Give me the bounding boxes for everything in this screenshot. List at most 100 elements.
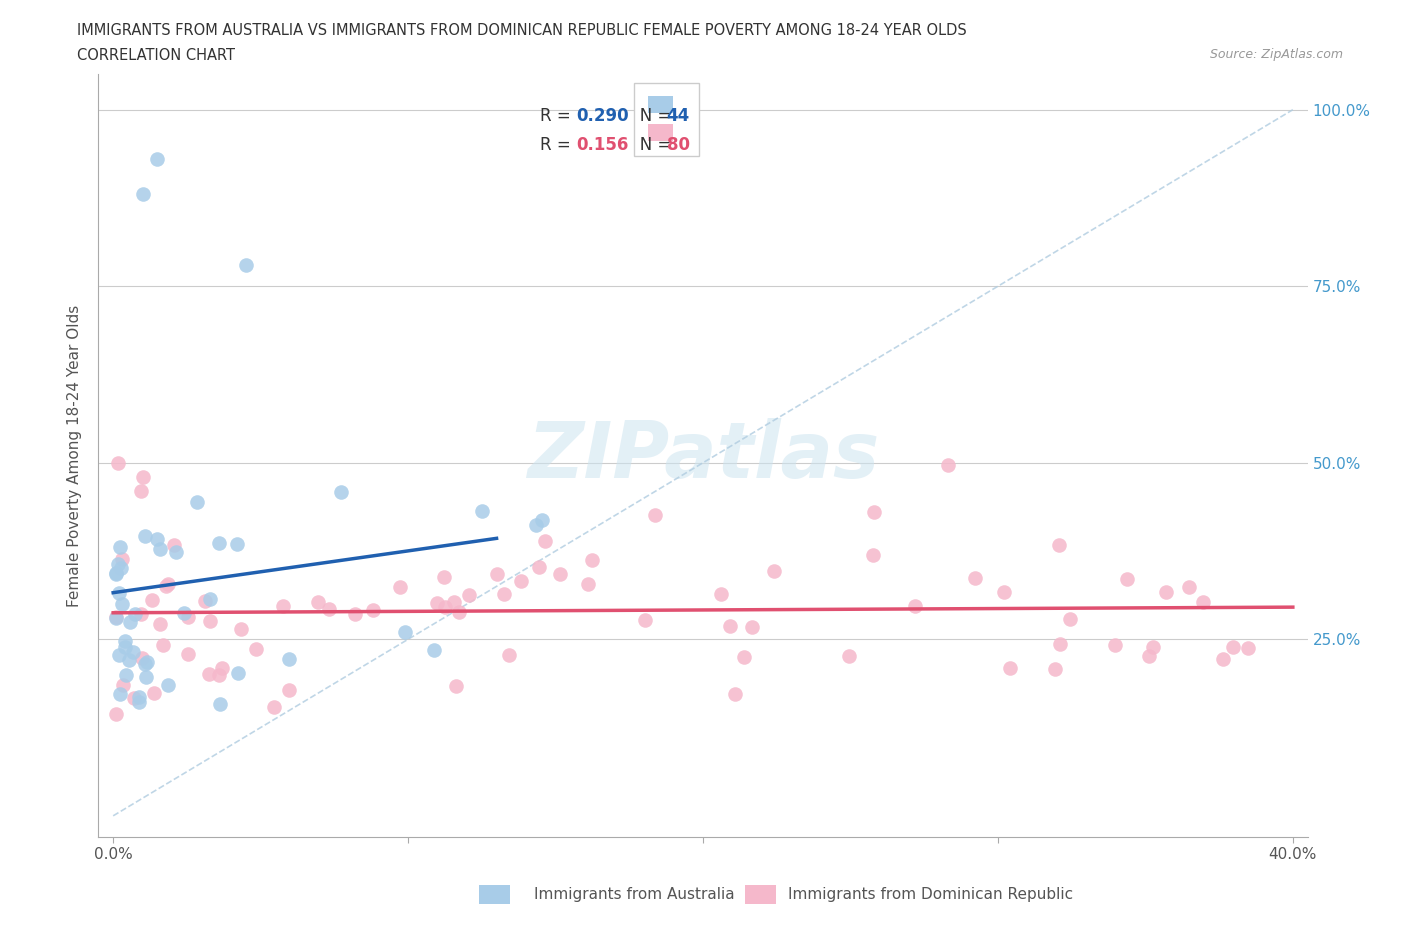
Point bbox=[105, 611, 128, 626]
Point bbox=[110, 551, 132, 566]
Point bbox=[118, 653, 141, 668]
Text: N =: N = bbox=[624, 136, 678, 153]
Point bbox=[186, 495, 208, 510]
Point bbox=[1177, 580, 1199, 595]
Point bbox=[1222, 640, 1244, 655]
Text: ZIPatlas: ZIPatlas bbox=[527, 418, 879, 494]
Point bbox=[444, 679, 467, 694]
Point bbox=[1047, 538, 1070, 552]
Point bbox=[1043, 662, 1066, 677]
Bar bbox=[745, 885, 776, 904]
Point bbox=[226, 537, 249, 551]
Point bbox=[129, 484, 152, 498]
Point bbox=[208, 697, 231, 711]
Text: Immigrants from Dominican Republic: Immigrants from Dominican Republic bbox=[787, 886, 1073, 902]
Point bbox=[245, 642, 267, 657]
Point bbox=[533, 534, 555, 549]
Point bbox=[163, 538, 186, 552]
Point bbox=[198, 614, 221, 629]
Point bbox=[548, 566, 571, 581]
Point bbox=[155, 578, 177, 593]
Legend: , : , bbox=[634, 83, 699, 155]
Point bbox=[145, 531, 167, 546]
Point bbox=[838, 648, 860, 663]
Point bbox=[211, 660, 233, 675]
Point bbox=[143, 685, 166, 700]
Point bbox=[146, 152, 169, 166]
Point bbox=[229, 622, 252, 637]
Point bbox=[105, 609, 128, 624]
Point bbox=[862, 547, 884, 562]
Point bbox=[1154, 585, 1177, 600]
Text: 80: 80 bbox=[666, 136, 690, 153]
Point bbox=[107, 556, 129, 571]
Point bbox=[141, 592, 163, 607]
Point bbox=[308, 594, 330, 609]
Point bbox=[194, 594, 217, 609]
Point bbox=[198, 666, 221, 681]
Point bbox=[634, 613, 657, 628]
Point bbox=[529, 560, 551, 575]
Point bbox=[207, 668, 229, 683]
Point bbox=[581, 552, 603, 567]
Point bbox=[110, 687, 132, 702]
Point bbox=[447, 604, 470, 619]
Point bbox=[741, 620, 763, 635]
Point bbox=[108, 586, 131, 601]
Point bbox=[388, 579, 411, 594]
Point bbox=[710, 586, 733, 601]
Point bbox=[115, 668, 138, 683]
Text: N =: N = bbox=[624, 107, 678, 126]
Point bbox=[904, 599, 927, 614]
Text: Immigrants from Australia: Immigrants from Australia bbox=[534, 886, 734, 902]
Point bbox=[498, 648, 520, 663]
Point bbox=[124, 691, 146, 706]
Point bbox=[198, 591, 221, 606]
Point bbox=[278, 652, 301, 667]
Point bbox=[1142, 640, 1164, 655]
Point bbox=[152, 637, 174, 652]
Point bbox=[273, 599, 295, 614]
Point bbox=[110, 539, 132, 554]
Point bbox=[108, 647, 131, 662]
Point bbox=[131, 187, 153, 202]
Point bbox=[111, 677, 134, 692]
Point bbox=[1191, 594, 1213, 609]
Point bbox=[1059, 611, 1081, 626]
Point bbox=[134, 657, 156, 671]
Point bbox=[105, 706, 128, 721]
Point bbox=[156, 678, 179, 693]
Point bbox=[105, 565, 128, 580]
Point bbox=[124, 606, 146, 621]
Point bbox=[114, 634, 136, 649]
Point bbox=[1000, 660, 1022, 675]
Point bbox=[107, 456, 129, 471]
Point bbox=[110, 561, 132, 576]
Point bbox=[863, 504, 886, 519]
Text: R =: R = bbox=[540, 107, 576, 126]
Point bbox=[718, 618, 741, 633]
Point bbox=[458, 587, 481, 602]
Point bbox=[235, 258, 257, 272]
Point bbox=[471, 504, 494, 519]
Point bbox=[936, 458, 959, 472]
Text: CORRELATION CHART: CORRELATION CHART bbox=[77, 48, 235, 63]
Point bbox=[1115, 572, 1137, 587]
Point bbox=[524, 517, 547, 532]
Point bbox=[361, 603, 384, 618]
Point bbox=[576, 577, 599, 591]
Point bbox=[128, 695, 150, 710]
Text: R =: R = bbox=[540, 136, 576, 153]
Bar bbox=[479, 885, 509, 904]
Point bbox=[733, 649, 755, 664]
Point bbox=[394, 625, 416, 640]
Point bbox=[156, 577, 179, 591]
Text: IMMIGRANTS FROM AUSTRALIA VS IMMIGRANTS FROM DOMINICAN REPUBLIC FEMALE POVERTY A: IMMIGRANTS FROM AUSTRALIA VS IMMIGRANTS … bbox=[77, 23, 967, 38]
Point bbox=[131, 651, 153, 666]
Point bbox=[494, 587, 516, 602]
Point bbox=[763, 564, 786, 578]
Point bbox=[423, 643, 446, 658]
Point bbox=[963, 571, 986, 586]
Point bbox=[1237, 641, 1260, 656]
Point bbox=[132, 470, 155, 485]
